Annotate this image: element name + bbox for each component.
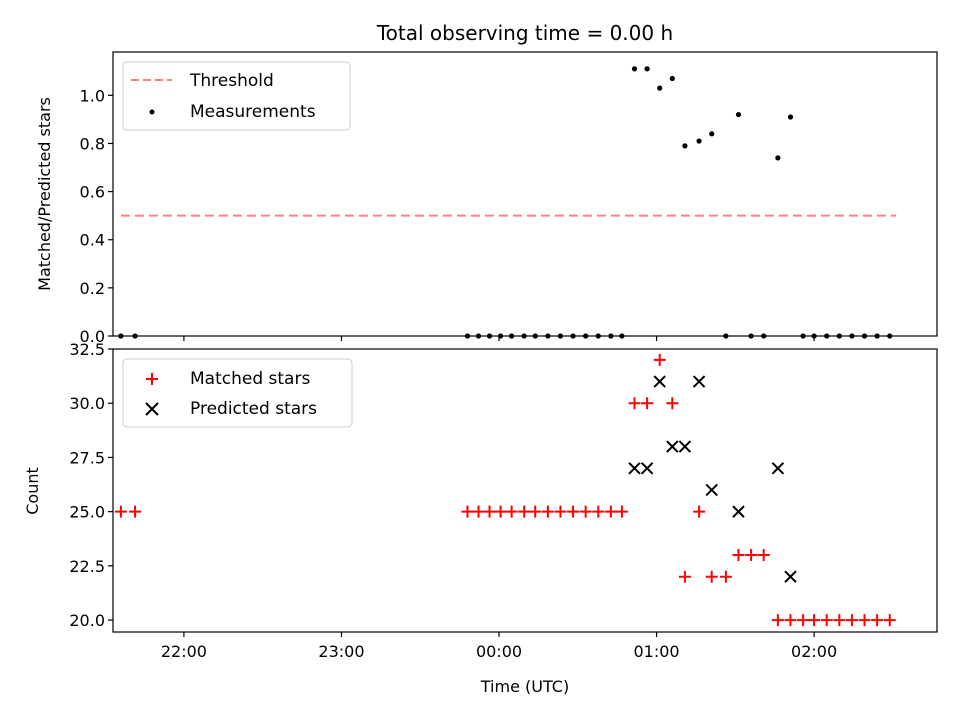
- predicted-stars-point: [666, 440, 679, 453]
- bottom-legend-box: [122, 358, 353, 428]
- measurements-point: [631, 66, 638, 72]
- matched-stars-point: [494, 505, 507, 518]
- x-tick-label: 02:00: [791, 642, 837, 661]
- legend-matched-label: Matched stars: [190, 369, 310, 389]
- matched-stars-point: [529, 505, 542, 518]
- measurements-point: [696, 138, 702, 144]
- top-panel: Total observing time = 0.00 h Matched/Pr…: [35, 21, 938, 346]
- y-tick-label: 0.2: [80, 279, 105, 298]
- matched-stars-point: [732, 549, 745, 562]
- x-tick-label: 22:00: [161, 642, 207, 661]
- predicted-stars-point: [705, 483, 718, 497]
- matched-stars-point: [693, 505, 706, 518]
- matched-stars-point: [518, 505, 531, 518]
- legend-measurements-label: Measurements: [190, 102, 316, 122]
- measurements-point: [735, 111, 742, 118]
- predicted-stars-point: [784, 570, 797, 583]
- predicted-stars-point: [732, 505, 745, 518]
- matched-stars-point: [883, 614, 896, 627]
- matched-stars-point: [653, 353, 666, 366]
- bottom-x-ticks: 22:00 23:00 00:00 01:00 02:00: [161, 632, 837, 661]
- matched-stars-point: [678, 570, 691, 583]
- matched-stars-point: [871, 614, 884, 627]
- top-axes-frame: [112, 51, 938, 337]
- measurements-point: [682, 143, 688, 149]
- y-tick-label: 1.0: [80, 86, 105, 105]
- y-tick-label: 0.6: [80, 183, 105, 202]
- top-legend: Threshold Measurements: [122, 61, 351, 131]
- predicted-stars-point: [628, 462, 641, 475]
- measurements-point: [644, 66, 650, 72]
- matched-stars-point: [567, 505, 580, 518]
- measurements-point: [657, 85, 663, 91]
- matched-stars-point: [820, 614, 833, 627]
- matched-stars-point: [705, 570, 718, 583]
- x-tick-label: 23:00: [318, 642, 364, 661]
- matched-stars-point: [808, 614, 821, 627]
- y-tick-label: 27.5: [69, 448, 105, 467]
- matched-stars-point: [505, 505, 518, 518]
- y-tick-label: 32.5: [69, 340, 105, 359]
- measurements-point: [775, 155, 781, 161]
- predicted-stars-point: [692, 375, 706, 388]
- bottom-plot-area: [114, 353, 896, 627]
- matched-stars-point: [784, 614, 797, 627]
- matched-stars-point: [554, 505, 567, 518]
- matched-stars-point: [833, 614, 846, 627]
- matched-stars-point: [719, 570, 732, 583]
- legend-predicted-swatch: [145, 402, 159, 416]
- matched-stars-point: [604, 505, 617, 518]
- matched-stars-point: [114, 505, 127, 518]
- matched-stars-point: [757, 549, 770, 562]
- y-tick-label: 0.4: [80, 231, 105, 250]
- matched-stars-point: [666, 397, 679, 410]
- y-tick-label: 25.0: [69, 503, 105, 522]
- x-axis-label: Time (UTC): [480, 677, 569, 696]
- bottom-panel: Count Time (UTC) 20.0 22.5 25.0 27.5 30.0 32.…: [23, 340, 938, 696]
- y-tick-label: 30.0: [69, 394, 105, 413]
- x-tick-label: 01:00: [634, 642, 680, 661]
- matched-stars-point: [771, 614, 784, 627]
- matched-stars-point: [472, 505, 485, 518]
- matched-stars-point: [858, 614, 871, 627]
- matched-stars-point: [461, 505, 474, 518]
- predicted-stars-point: [640, 462, 654, 475]
- matched-stars-point: [745, 549, 758, 562]
- matched-stars-point: [797, 614, 810, 627]
- matched-stars-point: [845, 614, 858, 627]
- y-tick-label: 20.0: [69, 611, 105, 630]
- matched-stars-point: [592, 505, 605, 518]
- measurements-point: [669, 75, 675, 82]
- matched-stars-point: [541, 505, 554, 518]
- x-tick-label: 00:00: [476, 642, 522, 661]
- matched-stars-point: [641, 397, 654, 410]
- matched-stars-point: [628, 397, 641, 410]
- chart-title: Total observing time = 0.00 h: [376, 21, 673, 45]
- bottom-y-axis-label: Count: [23, 467, 42, 515]
- matched-stars-point: [129, 505, 142, 518]
- measurements-point: [787, 114, 794, 120]
- predicted-stars-point: [653, 375, 666, 388]
- matched-stars-point: [483, 505, 496, 518]
- bottom-y-ticks: 20.0 22.5 25.0 27.5 30.0 32.5: [69, 340, 113, 630]
- matched-stars-point: [615, 505, 628, 518]
- measurements-point: [709, 131, 715, 137]
- top-y-axis-label: Matched/Predicted stars: [35, 97, 54, 291]
- bottom-legend: Matched stars Predicted stars: [122, 358, 353, 428]
- predicted-stars-point: [771, 462, 785, 475]
- top-y-ticks: 0.0 0.2 0.4 0.6 0.8 1.0: [80, 86, 113, 346]
- bottom-axes-frame: [112, 348, 938, 633]
- top-legend-box: [122, 61, 351, 131]
- predicted-stars-point: [678, 440, 692, 453]
- legend-matched-swatch: [146, 373, 158, 385]
- y-tick-label: 22.5: [69, 557, 105, 576]
- matched-stars-point: [579, 505, 592, 518]
- legend-threshold-label: Threshold: [189, 71, 274, 91]
- y-tick-label: 0.0: [80, 327, 105, 346]
- top-plot-area: [118, 66, 897, 339]
- y-tick-label: 0.8: [80, 134, 105, 153]
- legend-measurements-swatch: [149, 109, 155, 115]
- legend-predicted-label: Predicted stars: [190, 399, 317, 419]
